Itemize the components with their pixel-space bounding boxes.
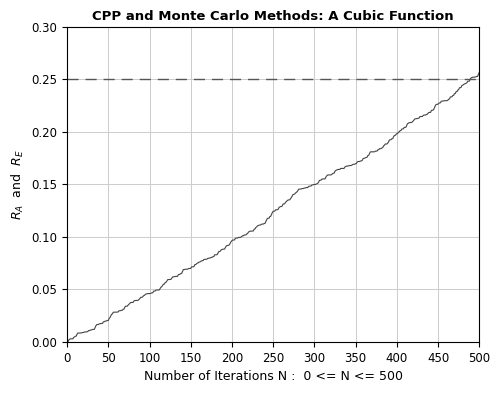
Y-axis label: $R_A$  and  $R_E$: $R_A$ and $R_E$ (10, 149, 26, 220)
Title: CPP and Monte Carlo Methods: A Cubic Function: CPP and Monte Carlo Methods: A Cubic Fun… (92, 10, 454, 23)
X-axis label: Number of Iterations N :  0 <= N <= 500: Number of Iterations N : 0 <= N <= 500 (144, 370, 402, 383)
